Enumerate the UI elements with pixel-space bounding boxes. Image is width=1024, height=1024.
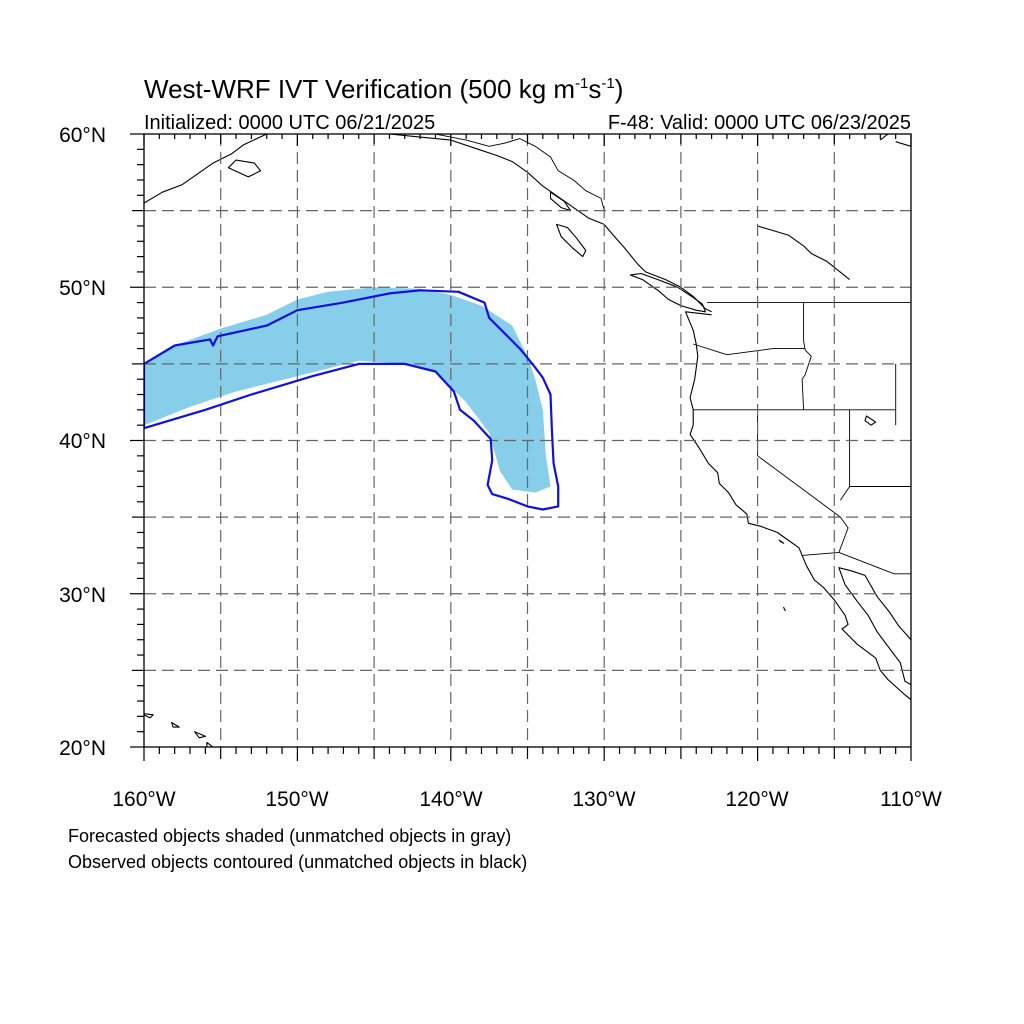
coastline-segment	[227, 159, 262, 178]
coastline-segment	[783, 606, 786, 612]
coastline-segment	[206, 741, 214, 747]
coastline-segment	[194, 731, 206, 739]
lon-label-130w: 130°W	[572, 788, 635, 811]
lon-label-150w: 150°W	[265, 788, 328, 811]
lat-label-50n: 50°N	[59, 277, 106, 300]
lon-label-160w: 160°W	[112, 788, 175, 811]
lon-label-120w: 120°W	[725, 788, 788, 811]
latitude-labels: 60°N 50°N 40°N 30°N 20°N	[59, 124, 106, 760]
coastline-segment	[144, 134, 267, 204]
forecast-note: Forecasted objects shaded (unmatched obj…	[68, 826, 512, 846]
longitude-labels: 160°W 150°W 140°W 130°W 120°W 110°W	[112, 788, 942, 811]
coastline-segment	[629, 272, 706, 313]
coastline-segment	[757, 225, 850, 281]
lat-label-60n: 60°N	[59, 124, 106, 147]
lat-label-30n: 30°N	[59, 584, 106, 607]
lat-label-40n: 40°N	[59, 430, 106, 453]
observed-object-contour	[144, 289, 560, 511]
coastline-segment	[778, 539, 785, 544]
lon-label-110w: 110°W	[880, 788, 942, 811]
coastline-segment	[144, 713, 154, 719]
lat-label-20n: 20°N	[59, 737, 106, 760]
forecast-object-shading	[144, 287, 551, 493]
coastline-segment	[864, 415, 877, 426]
init-time-label: Initialized: 0000 UTC 06/21/2025	[144, 112, 435, 134]
coastline-segment	[171, 721, 180, 728]
coastline-segment	[389, 134, 712, 313]
political-border	[435, 134, 605, 211]
political-border	[838, 551, 911, 575]
map-area	[144, 134, 911, 747]
political-border	[840, 409, 851, 501]
coastline-segment	[879, 134, 889, 141]
observed-note: Observed objects contoured (unmatched ob…	[68, 852, 528, 872]
political-border	[801, 302, 812, 410]
coastline-segment	[684, 311, 911, 701]
coastline-segment	[549, 191, 572, 212]
valid-time-label: F-48: Valid: 0000 UTC 06/23/2025	[608, 112, 911, 134]
coastline-segment	[556, 223, 587, 258]
lon-label-140w: 140°W	[419, 788, 482, 811]
coastline-segment	[895, 141, 911, 147]
political-border	[693, 343, 806, 356]
figure-title: West-WRF IVT Verification (500 kg m-1s-1…	[144, 74, 623, 104]
